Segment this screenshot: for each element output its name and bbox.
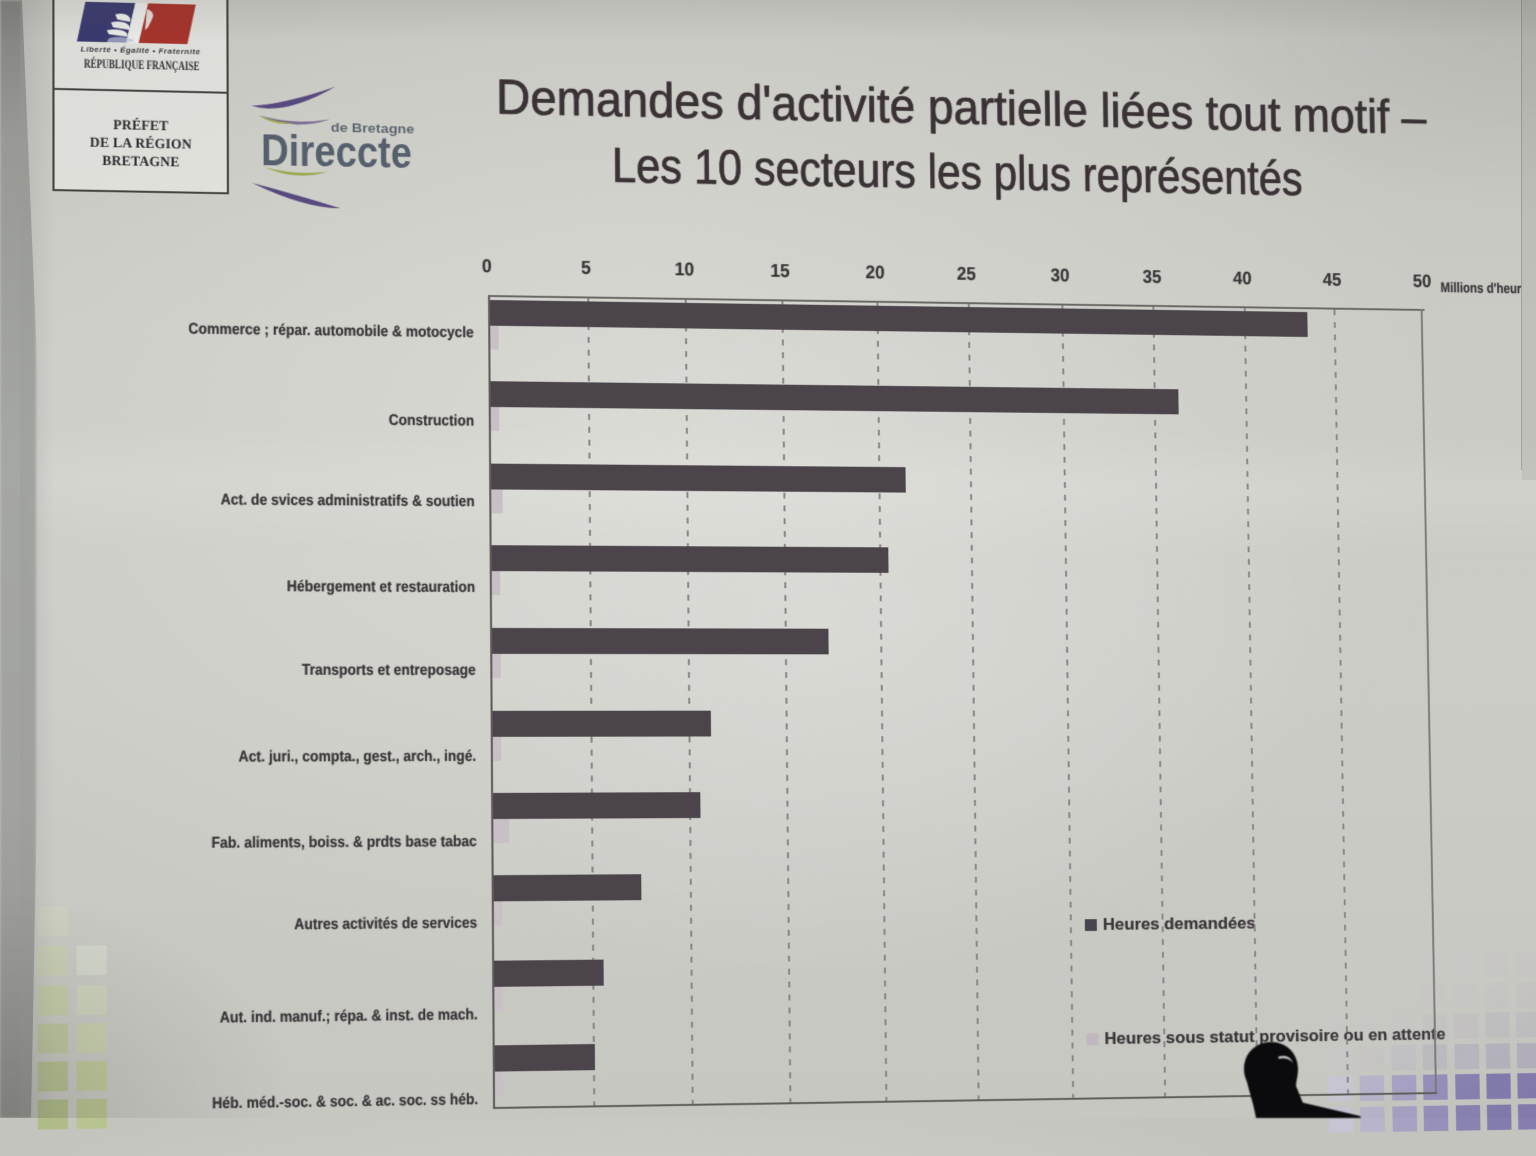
svg-text:Direccte: Direccte xyxy=(261,125,412,178)
svg-text:de Bretagne: de Bretagne xyxy=(331,121,415,137)
